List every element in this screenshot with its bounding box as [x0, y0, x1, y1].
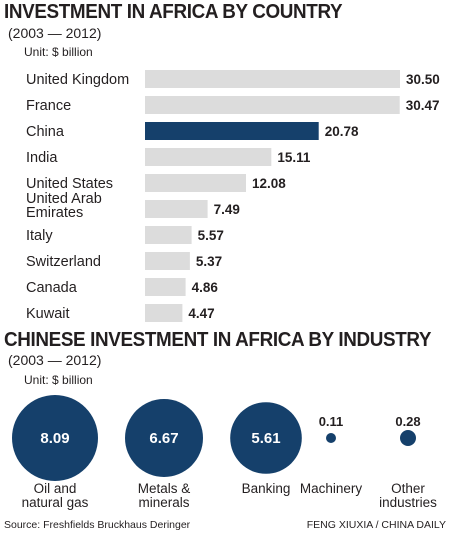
value-label-metals-minerals: 6.67: [149, 430, 178, 447]
category-label-united-states: United States: [26, 176, 113, 192]
bar-united-states: [145, 174, 246, 192]
value-label-machinery: 0.11: [319, 414, 344, 429]
category-label-italy: Italy: [26, 228, 53, 244]
bar-italy: [145, 226, 192, 244]
category-label-kuwait: Kuwait: [26, 306, 70, 322]
category-label-united-arab-emirates: United Arab Emirates: [26, 191, 102, 221]
chart1-title: INVESTMENT IN AFRICA BY COUNTRY: [4, 0, 343, 23]
value-label-united-kingdom: 30.50: [406, 72, 440, 87]
value-label-other-industries: 0.28: [395, 414, 420, 429]
category-label-canada: Canada: [26, 280, 78, 296]
bar-france: [145, 96, 400, 114]
value-label-india: 15.11: [277, 150, 311, 165]
bubble-metals-minerals: [125, 399, 203, 477]
category-label-metals-minerals: Metals & minerals: [138, 481, 191, 510]
value-label-banking: 5.61: [251, 430, 280, 447]
value-label-italy: 5.57: [198, 228, 224, 243]
bubble-oil-and-natural-gas: [12, 395, 98, 481]
bar-kuwait: [145, 304, 183, 322]
bar-india: [145, 148, 272, 166]
category-label-united-kingdom: United Kingdom: [26, 72, 129, 88]
bar-switzerland: [145, 252, 190, 270]
category-label-oil-and-natural-gas: Oil and natural gas: [22, 481, 89, 510]
chart1-unit: Unit: $ billion: [24, 45, 93, 59]
country-bar-chart: 30.50 United Kingdom 30.47 France 20.78 China…: [26, 70, 440, 322]
value-label-canada: 4.86: [192, 280, 219, 295]
industry-bubble-chart: 8.09 Oil and natural gas 6.67 Metals & minera…: [12, 395, 437, 510]
category-label-switzerland: Switzerland: [26, 254, 101, 270]
bar-united-arab-emirates: [145, 200, 208, 218]
category-label-india: India: [26, 150, 58, 166]
bar-united-kingdom: [145, 70, 400, 88]
value-label-china: 20.78: [325, 124, 359, 139]
chart2-unit: Unit: $ billion: [24, 373, 93, 387]
value-label-oil-and-natural-gas: 8.09: [40, 430, 69, 447]
bubble-machinery: [326, 433, 336, 443]
category-label-france: France: [26, 98, 71, 114]
credit-note: FENG XIUXIA / CHINA DAILY: [306, 519, 446, 531]
value-label-switzerland: 5.37: [196, 254, 222, 269]
value-label-france: 30.47: [406, 98, 440, 113]
value-label-united-arab-emirates: 7.49: [214, 202, 240, 217]
source-note: Source: Freshfields Bruckhaus Deringer: [4, 519, 191, 531]
category-label-china: China: [26, 124, 65, 140]
value-label-kuwait: 4.47: [188, 306, 214, 321]
value-label-united-states: 12.08: [252, 176, 286, 191]
chart2-title: CHINESE INVESTMENT IN AFRICA BY INDUSTRY: [4, 328, 432, 351]
bubble-other-industries: [400, 430, 416, 446]
chart1-subtitle: (2003 — 2012): [8, 25, 102, 41]
chart2-subtitle: (2003 — 2012): [8, 352, 102, 368]
bar-china: [145, 122, 319, 140]
category-label-machinery: Machinery: [300, 481, 363, 496]
category-label-other-industries: Other industries: [379, 481, 437, 510]
bar-canada: [145, 278, 186, 296]
category-label-banking: Banking: [242, 481, 291, 496]
bubble-banking: [230, 402, 302, 474]
